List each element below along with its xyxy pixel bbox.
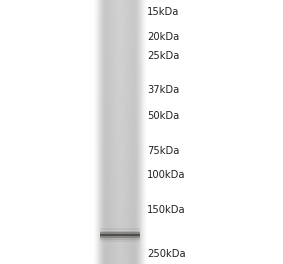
- Text: 25kDa: 25kDa: [147, 51, 179, 61]
- Bar: [100, 233, 140, 234]
- Bar: [100, 234, 140, 236]
- Text: 150kDa: 150kDa: [147, 205, 186, 215]
- Text: 250kDa: 250kDa: [147, 249, 186, 259]
- Text: 20kDa: 20kDa: [147, 32, 179, 42]
- Bar: [100, 228, 140, 230]
- Text: 15kDa: 15kDa: [147, 7, 179, 17]
- Text: 75kDa: 75kDa: [147, 146, 179, 156]
- Text: 100kDa: 100kDa: [147, 171, 186, 181]
- Bar: [100, 230, 140, 233]
- Bar: [100, 238, 140, 240]
- Text: 37kDa: 37kDa: [147, 85, 179, 95]
- Text: 50kDa: 50kDa: [147, 111, 179, 121]
- Bar: [100, 240, 140, 242]
- Bar: [100, 236, 140, 238]
